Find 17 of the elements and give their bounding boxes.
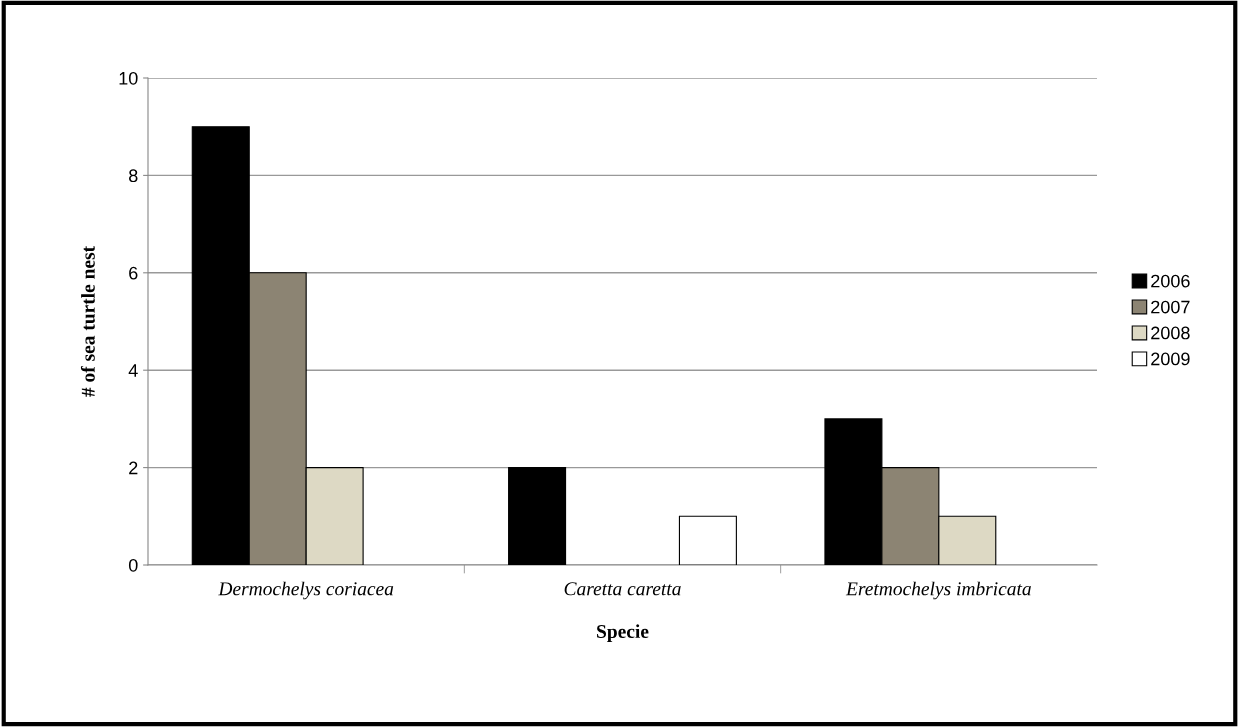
x-tick-label: Eretmochelys imbricata (845, 581, 1031, 600)
bar (508, 467, 567, 565)
y-tick-label: 4 (128, 364, 138, 377)
legend-label: 2006 (1151, 274, 1190, 288)
y-axis-title: # of sea turtle nest (80, 245, 95, 397)
y-tick-label: 8 (129, 169, 138, 183)
x-tick-label: Caretta caretta (564, 582, 681, 596)
y-tick-label: 6 (129, 266, 138, 280)
y-tick-label: 0 (128, 558, 138, 572)
legend-label: 2008 (1151, 326, 1190, 340)
legend-label: 2009 (1151, 352, 1190, 366)
y-tick-label: 10 (119, 71, 138, 85)
y-tick-label: 2 (129, 461, 138, 475)
x-axis-title: Specie (597, 624, 649, 642)
legend-label: 2007 (1151, 300, 1190, 314)
bar (678, 515, 737, 565)
x-tick-label: Dermochelys coriacea (218, 581, 394, 600)
